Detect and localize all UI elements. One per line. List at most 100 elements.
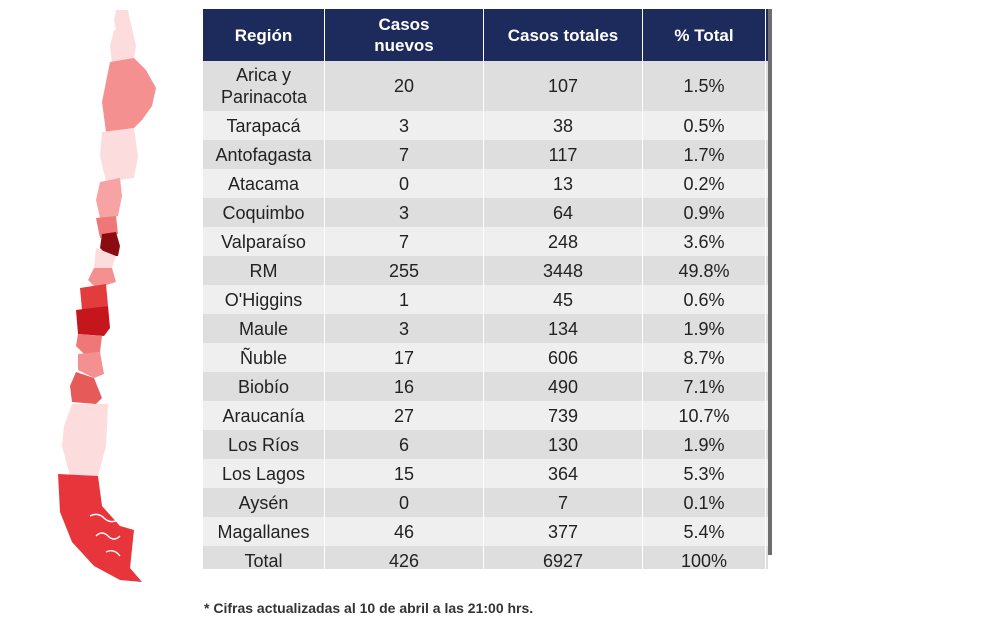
- table-body: Arica y Parinacota201071.5%0Tarapacá3380…: [203, 61, 768, 569]
- table-cell: 3: [765, 314, 768, 343]
- column-header: % Total: [642, 9, 766, 61]
- table-cell: Araucanía: [203, 401, 325, 430]
- table-cell: 10.7%: [642, 401, 766, 430]
- map-region-arica: [114, 10, 132, 30]
- table-cell: Valparaíso: [203, 227, 325, 256]
- column-header: Fallecidos: [765, 9, 768, 61]
- table-cell: 377: [483, 517, 643, 546]
- table-cell: Los Lagos: [203, 459, 325, 488]
- table-cell: Tarapacá: [203, 111, 325, 140]
- table-cell: 46: [324, 517, 484, 546]
- map-region-los-lagos: [70, 372, 102, 404]
- table-cell: 7: [324, 227, 484, 256]
- table-cell: 3: [324, 314, 484, 343]
- table-cell: 1.9%: [642, 430, 766, 459]
- table-cell: 364: [483, 459, 643, 488]
- table-cell: O'Higgins: [203, 285, 325, 314]
- table-cell: 100%: [642, 546, 766, 569]
- table-cell: 7: [324, 140, 484, 169]
- table-scrollbar[interactable]: [768, 9, 772, 555]
- table-cell: 32: [765, 256, 768, 285]
- table-cell: 73: [765, 546, 768, 569]
- map-region-antofagasta: [102, 58, 156, 132]
- table-cell: 0: [765, 169, 768, 198]
- map-region-ohiggins: [94, 248, 116, 268]
- table-cell: 3448: [483, 256, 643, 285]
- table-cell: 739: [483, 401, 643, 430]
- table-cell: 0.5%: [642, 111, 766, 140]
- table-cell: 15: [324, 459, 484, 488]
- table-cell: 134: [483, 314, 643, 343]
- column-header: Casos nuevos: [324, 9, 484, 61]
- table-cell: Los Ríos: [203, 430, 325, 459]
- map-fjord-lines: [89, 513, 121, 557]
- table-cell: 6927: [483, 546, 643, 569]
- table-cell: 45: [483, 285, 643, 314]
- table-cell: 0.9%: [642, 198, 766, 227]
- table-cell: 107: [483, 61, 643, 111]
- table-cell: 0: [765, 61, 768, 111]
- table-cell: 38: [483, 111, 643, 140]
- table-cell: 2: [765, 227, 768, 256]
- table-cell: 0.1%: [642, 488, 766, 517]
- table-cell: 5.3%: [642, 459, 766, 488]
- table-cell: 1: [765, 140, 768, 169]
- table-cell: 20: [324, 61, 484, 111]
- map-region-tarapaca: [110, 28, 136, 62]
- map-region-nuble: [80, 284, 108, 310]
- column-header: Casos totales: [483, 9, 643, 61]
- map-region-atacama: [100, 128, 138, 182]
- table-cell: Arica y Parinacota: [203, 61, 325, 111]
- table-cell: 5.4%: [642, 517, 766, 546]
- update-footnote: * Cifras actualizadas al 10 de abril a l…: [204, 600, 534, 616]
- map-region-coquimbo: [96, 178, 122, 218]
- map-region-maule: [88, 268, 116, 288]
- table-cell: 3: [324, 111, 484, 140]
- table-cell: 7.1%: [642, 372, 766, 401]
- map-region-los-rios: [78, 352, 104, 378]
- table-cell: 0: [765, 198, 768, 227]
- table-cell: 0.2%: [642, 169, 766, 198]
- table-cell: Antofagasta: [203, 140, 325, 169]
- table-cell: 1.9%: [642, 314, 766, 343]
- map-region-magallanes: [58, 474, 142, 582]
- table-cell: 6: [765, 343, 768, 372]
- table-cell: RM: [203, 256, 325, 285]
- table-cell: 1.7%: [642, 140, 766, 169]
- table-cell: 27: [324, 401, 484, 430]
- table-cell: 0: [765, 111, 768, 140]
- table-cell: 490: [483, 372, 643, 401]
- table-cell: 0: [765, 285, 768, 314]
- table-cell: 2: [765, 430, 768, 459]
- table-cell: 49.8%: [642, 256, 766, 285]
- map-region-araucania: [76, 334, 102, 354]
- table-cell: 0: [324, 488, 484, 517]
- table-cell: 16: [324, 372, 484, 401]
- table-cell: 3: [324, 198, 484, 227]
- table-cell: 0.6%: [642, 285, 766, 314]
- table-cell: 0: [324, 169, 484, 198]
- table-cell: 3: [765, 517, 768, 546]
- table-cell: 3.6%: [642, 227, 766, 256]
- table-cell: 0: [765, 488, 768, 517]
- table-cell: Total: [203, 546, 325, 569]
- table-cell: 13: [483, 169, 643, 198]
- table-cell: Coquimbo: [203, 198, 325, 227]
